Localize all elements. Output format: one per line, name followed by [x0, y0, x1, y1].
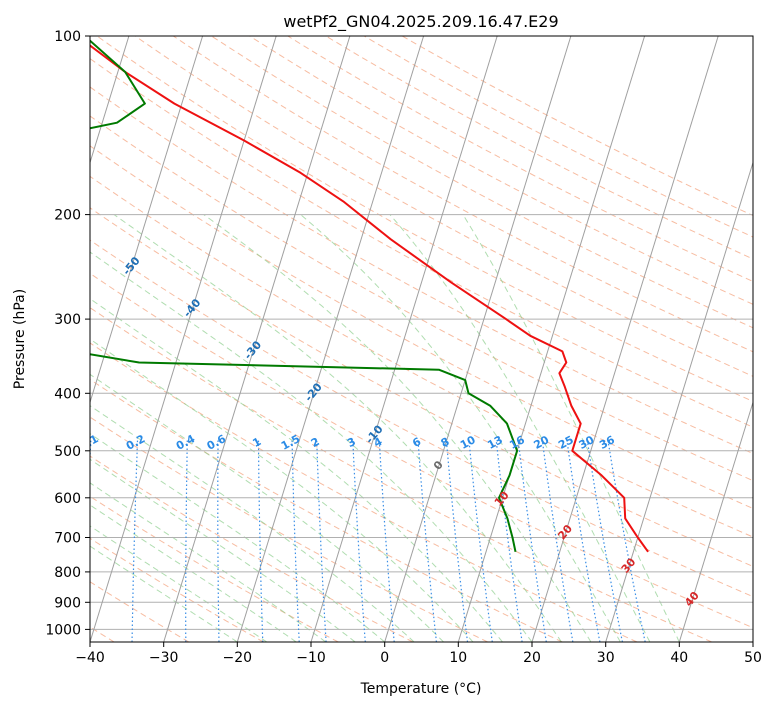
mixing-ratio-line — [185, 440, 188, 642]
moist-adiabat-line — [90, 338, 474, 642]
x-tick-label: 50 — [744, 650, 762, 666]
mixing-ratio-line — [131, 440, 139, 642]
y-tick-label: 400 — [54, 386, 81, 402]
mixing-ratio-line — [541, 440, 574, 642]
mixing-ratio-label: 10 — [458, 433, 478, 452]
profile-lines — [90, 39, 649, 553]
moist-adiabat-line — [300, 214, 621, 642]
y-tick-label: 700 — [54, 531, 81, 547]
mixing-ratio-line — [495, 440, 523, 642]
x-tick-label: −40 — [75, 650, 105, 666]
dry-adiabat-line — [90, 58, 753, 428]
y-tick-label: 1000 — [45, 622, 81, 638]
moist-adiabat-line — [90, 251, 533, 642]
moist-adiabat-line — [203, 214, 592, 642]
mixing-ratio-label: 36 — [597, 433, 617, 452]
isotherm-line — [90, 36, 130, 165]
mixing-ratio-line — [517, 440, 547, 642]
x-tick-label: 40 — [670, 650, 688, 666]
moist-adiabat-line — [389, 214, 651, 642]
y-tick-label: 300 — [54, 312, 81, 328]
y-tick-label: 500 — [54, 444, 81, 460]
mixing-ratio-line — [468, 440, 493, 642]
y-tick-label: 600 — [54, 491, 81, 507]
isotherm-line — [90, 36, 277, 642]
y-tick-label: 800 — [54, 565, 81, 581]
line-labels: 0.10.20.40.611.52346810131620253036-100-… — [77, 254, 702, 609]
x-tick-label: −30 — [149, 650, 179, 666]
isotherm-line — [236, 36, 425, 642]
mixing-ratio-line — [586, 440, 623, 642]
y-axis-label: Pressure (hPa) — [12, 289, 28, 389]
isotherm-line — [310, 36, 498, 642]
moist-adiabat-line — [113, 214, 562, 642]
x-tick-label: 30 — [597, 650, 615, 666]
x-tick-label: 0 — [380, 650, 389, 666]
moist-adiabat-line — [462, 214, 680, 642]
x-tick-label: 10 — [449, 650, 467, 666]
dry-adiabat-line — [90, 307, 712, 642]
dry-adiabat-line — [325, 36, 753, 260]
isotherm-line — [90, 36, 204, 404]
mixing-ratio-label: 0.1 — [77, 432, 100, 453]
dry-adiabat-line — [173, 36, 753, 353]
moist-adiabat-line — [90, 298, 503, 642]
isotherm-line — [678, 400, 753, 642]
y-tick-label: 100 — [54, 29, 81, 45]
dry-adiabat-line — [96, 36, 753, 402]
mixing-ratio-line — [378, 440, 395, 642]
y-tick-label: 200 — [54, 208, 81, 224]
dry-adiabat-line — [401, 36, 753, 217]
dry-adiabat-line — [287, 36, 753, 282]
isotherm-line — [163, 36, 351, 642]
dewpoint-profile-line — [90, 39, 519, 553]
mixing-ratio-line — [607, 440, 646, 642]
mixing-ratio-line — [291, 440, 300, 642]
chart-title: wetPf2_GN04.2025.209.16.47.E29 — [283, 12, 558, 32]
background-lines — [90, 36, 753, 642]
x-axis-label: Temperature (°C) — [360, 681, 482, 697]
dry-adiabat-line — [134, 36, 753, 377]
mixing-ratio-label: 20 — [532, 433, 552, 452]
x-tick-label: 20 — [523, 650, 541, 666]
dry-adiabat-line — [90, 207, 753, 567]
mixing-ratio-line — [417, 440, 437, 642]
axes: −40 −30 −20 −10 0 10 20 30 40 50 1000 900 800 700 600 5… — [45, 29, 762, 666]
dry-adiabat-line — [211, 36, 753, 329]
dry-adiabat-line — [90, 239, 753, 598]
x-tick-label: −20 — [223, 650, 253, 666]
moist-adiabat-line — [90, 373, 444, 642]
y-tick-label: 900 — [54, 595, 81, 611]
moist-adiabat-line — [90, 482, 326, 642]
mixing-ratio-label: 30 — [577, 433, 597, 452]
mixing-ratio-label: 25 — [556, 433, 576, 452]
moist-adiabat-line — [90, 504, 297, 642]
mixing-ratio-line — [445, 440, 469, 642]
isotherm-line — [605, 160, 753, 642]
x-tick-label: −10 — [296, 650, 326, 666]
dry-adiabat-line — [90, 378, 563, 642]
isotherm-line — [457, 36, 646, 642]
dry-adiabat-line — [90, 495, 339, 642]
isotherm-line — [384, 36, 572, 642]
temperature-profile-line — [90, 44, 649, 553]
mixing-ratio-line — [316, 440, 327, 642]
mixing-ratio-label: 13 — [485, 433, 505, 452]
dry-adiabat-line — [249, 36, 753, 305]
mixing-ratio-line — [566, 440, 601, 642]
mixing-ratio-line — [352, 440, 366, 642]
mixing-ratio-line — [257, 440, 264, 642]
mixing-ratio-line — [217, 440, 220, 642]
dry-adiabat-line — [90, 115, 753, 482]
plot-frame — [89, 35, 754, 643]
mixing-ratio-label: 16 — [507, 433, 527, 452]
isotherm-line — [531, 36, 719, 642]
moist-adiabat-line — [90, 458, 356, 642]
dry-adiabat-line — [90, 342, 638, 642]
dry-adiabat-line — [90, 455, 414, 642]
dry-adiabat-line — [90, 86, 753, 455]
dry-adiabat-line — [363, 36, 753, 238]
